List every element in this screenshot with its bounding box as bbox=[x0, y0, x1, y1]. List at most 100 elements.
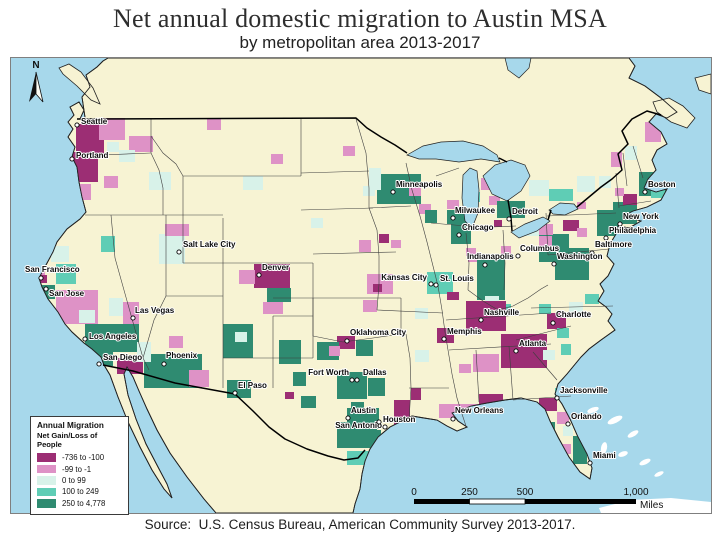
metro-patch bbox=[368, 378, 385, 396]
city-label-new-orleans: New Orleans bbox=[455, 406, 504, 415]
state-border bbox=[368, 207, 380, 311]
metro-patch bbox=[555, 248, 589, 280]
city-dot-baltimore bbox=[589, 250, 595, 256]
city-label-salt-lake-city: Salt Lake City bbox=[183, 240, 236, 249]
city-label-chicago: Chicago bbox=[462, 223, 494, 232]
metro-patch bbox=[117, 358, 143, 374]
state-border bbox=[312, 251, 397, 255]
city-dot-san-jose bbox=[43, 286, 49, 292]
us-canada-border bbox=[498, 157, 508, 163]
legend-title: Annual Migration bbox=[37, 421, 104, 430]
scale-segment bbox=[469, 498, 526, 505]
city-dot-dallas bbox=[354, 377, 360, 383]
metro-patch bbox=[351, 402, 364, 413]
city-dot-charlotte bbox=[550, 320, 556, 326]
city-dot-los-angeles bbox=[82, 336, 88, 342]
metro-patch bbox=[149, 172, 171, 190]
city-label-oklahoma-city: Oklahoma City bbox=[350, 328, 407, 337]
metro-patch bbox=[337, 422, 377, 448]
city-dot-oklahoma-city bbox=[344, 338, 350, 344]
state-border bbox=[405, 333, 412, 421]
city-label-houston: Houston bbox=[383, 415, 416, 424]
bahamas-island bbox=[618, 451, 628, 457]
metro-patch bbox=[107, 142, 119, 152]
city-dot-philadelphia bbox=[603, 235, 609, 241]
state-border bbox=[502, 229, 506, 291]
us-canada-border bbox=[76, 117, 408, 154]
city-label-nashville: Nashville bbox=[484, 308, 520, 317]
legend-row: 0 to 99 bbox=[37, 475, 124, 486]
metro-patch bbox=[561, 344, 571, 355]
legend-label: 250 to 4,778 bbox=[62, 498, 106, 508]
scale-segment bbox=[525, 499, 636, 504]
us-canada-border bbox=[547, 209, 552, 221]
city-label-philadelphia: Philadelphia bbox=[609, 226, 657, 235]
metro-patch bbox=[169, 336, 183, 348]
city-dot-milwaukee bbox=[450, 215, 456, 221]
city-dot-denver bbox=[256, 272, 262, 278]
legend-row: -736 to -100 bbox=[37, 452, 124, 463]
city-label-minneapolis: Minneapolis bbox=[396, 180, 443, 189]
city-dot-boston bbox=[642, 189, 648, 195]
north-arrow-left bbox=[29, 72, 36, 102]
city-dot-new-york bbox=[617, 221, 623, 227]
metro-patch bbox=[529, 180, 549, 196]
metro-patch bbox=[369, 168, 381, 190]
city-label-las-vegas: Las Vegas bbox=[135, 306, 175, 315]
scale-tick-label: 250 bbox=[461, 487, 478, 498]
city-label-memphis: Memphis bbox=[447, 327, 482, 336]
metro-patch bbox=[243, 176, 263, 190]
city-dot-san-francisco bbox=[38, 275, 44, 281]
city-dot-austin bbox=[345, 415, 351, 421]
metro-patch bbox=[501, 334, 547, 368]
state-border bbox=[467, 284, 549, 311]
metro-patch bbox=[447, 200, 459, 209]
metro-patch bbox=[301, 396, 316, 408]
metro-patch bbox=[466, 301, 506, 331]
city-label-denver: Denver bbox=[262, 263, 289, 272]
lake-erie bbox=[510, 216, 551, 239]
state-border bbox=[530, 305, 614, 309]
state-border bbox=[150, 135, 184, 177]
city-label-new-york: New York bbox=[623, 212, 659, 221]
metro-patch bbox=[263, 302, 283, 314]
city-label-los-angeles: Los Angeles bbox=[89, 332, 137, 341]
legend-row: 250 to 4,778 bbox=[37, 498, 124, 509]
state-border bbox=[110, 214, 150, 371]
coastline bbox=[38, 58, 678, 513]
metro-patch bbox=[165, 224, 189, 236]
bahamas-island bbox=[654, 471, 664, 477]
state-border bbox=[430, 222, 467, 227]
city-label-phoenix: Phoenix bbox=[166, 351, 198, 360]
legend-rows: -736 to -100 -99 to -1 0 to 99 100 to 249 25… bbox=[37, 452, 124, 509]
city-label-kansas-city: Kansas City bbox=[381, 273, 427, 282]
city-dot-jacksonville bbox=[554, 395, 560, 401]
legend-swatch-1 bbox=[37, 464, 56, 474]
city-label-san-diego: San Diego bbox=[103, 353, 142, 362]
state-border bbox=[445, 312, 552, 321]
city-dot-nashville bbox=[478, 317, 484, 323]
metro-patch bbox=[337, 372, 367, 399]
city-label-boston: Boston bbox=[648, 180, 676, 189]
city-label-atlanta: Atlanta bbox=[519, 339, 547, 348]
metro-patch bbox=[557, 328, 569, 338]
metro-patch bbox=[285, 392, 294, 399]
metro-patch bbox=[373, 284, 382, 292]
scale-unit-label: Miles bbox=[640, 500, 663, 511]
metro-patch bbox=[615, 188, 624, 196]
metro-patch bbox=[577, 228, 587, 237]
city-dot-fort-worth bbox=[349, 377, 355, 383]
state-border bbox=[300, 207, 374, 211]
metro-patch bbox=[468, 254, 479, 262]
metro-patch bbox=[235, 332, 247, 342]
city-label-fort-worth: Fort Worth bbox=[308, 368, 349, 377]
metro-patch bbox=[459, 364, 471, 373]
lake-michigan bbox=[461, 167, 480, 229]
bahamas-island bbox=[627, 430, 639, 438]
metro-patch bbox=[371, 430, 381, 441]
metro-patch bbox=[51, 246, 69, 262]
metro-patch bbox=[267, 288, 291, 302]
metro-patch bbox=[271, 154, 283, 164]
page-title: Net annual domestic migration to Austin … bbox=[113, 4, 607, 33]
